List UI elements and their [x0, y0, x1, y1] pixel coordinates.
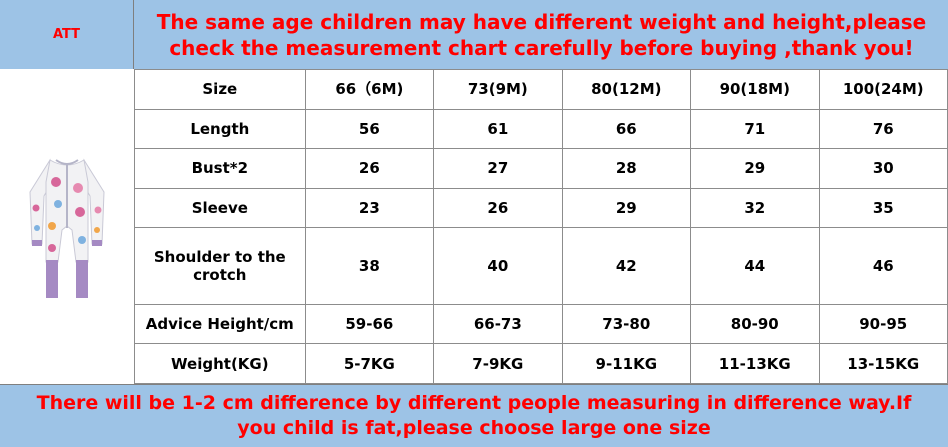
column-header: 66（6M)	[304, 69, 435, 110]
footer-notice: There will be 1-2 cm difference by diffe…	[0, 384, 948, 447]
table-cell: 80-90	[690, 303, 820, 345]
row-label: Bust*2	[134, 148, 306, 189]
table-cell: 66	[561, 108, 692, 149]
header-notice: The same age children may have different…	[156, 9, 927, 60]
table-cell: 32	[690, 187, 820, 228]
column-header: 73(9M)	[433, 69, 563, 110]
table-cell: 42	[561, 227, 692, 305]
table-cell: 46	[818, 227, 948, 305]
table-cell: 28	[561, 148, 692, 189]
table-row: Weight(KG) 5-7KG 7-9KG 9-11KG 11-13KG 13…	[134, 343, 948, 384]
table-cell: 26	[433, 187, 563, 228]
table-cell: 9-11KG	[561, 343, 692, 384]
table-cell: 66-73	[433, 303, 563, 345]
table-cell: 73-80	[561, 303, 692, 345]
table-cell: 27	[433, 148, 563, 189]
table-cell: 56	[304, 108, 435, 149]
table-header-row: Size 66（6M) 73(9M) 80(12M) 90(18M) 100(2…	[134, 69, 948, 110]
column-header: Size	[134, 69, 306, 110]
size-chart-table: Size 66（6M) 73(9M) 80(12M) 90(18M) 100(2…	[134, 69, 948, 384]
table-cell: 13-15KG	[818, 343, 948, 384]
table-row: Shoulder to the crotch 38 40 42 44 46	[134, 227, 948, 305]
table-cell: 44	[690, 227, 820, 305]
header-banner: ATT The same age children may have diffe…	[0, 0, 948, 70]
table-cell: 29	[561, 187, 692, 228]
row-label: Weight(KG)	[134, 343, 306, 384]
table-cell: 38	[304, 227, 435, 305]
table-row: Advice Height/cm 59-66 66-73 73-80 80-90…	[134, 303, 948, 345]
table-row: Sleeve 23 26 29 32 35	[134, 187, 948, 228]
table-cell: 26	[304, 148, 435, 189]
table-cell: 76	[818, 108, 948, 149]
table-cell: 7-9KG	[433, 343, 563, 384]
table-cell: 5-7KG	[304, 343, 435, 384]
column-header: 90(18M)	[690, 69, 820, 110]
table-cell: 71	[690, 108, 820, 149]
row-label: Sleeve	[134, 187, 306, 228]
column-header: 80(12M)	[561, 69, 692, 110]
table-cell: 11-13KG	[690, 343, 820, 384]
table-cell: 30	[818, 148, 948, 189]
product-image	[0, 69, 134, 384]
table-cell: 23	[304, 187, 435, 228]
row-label: Shoulder to the crotch	[134, 227, 306, 305]
row-label: Advice Height/cm	[134, 303, 306, 345]
table-row: Bust*2 26 27 28 29 30	[134, 148, 948, 189]
table-cell: 59-66	[304, 303, 435, 345]
table-cell: 40	[433, 227, 563, 305]
table-cell: 61	[433, 108, 563, 149]
column-header: 100(24M)	[818, 69, 948, 110]
table-cell: 90-95	[818, 303, 948, 345]
brand-label: ATT	[0, 0, 134, 69]
table-row: Length 56 61 66 71 76	[134, 108, 948, 149]
table-cell: 35	[818, 187, 948, 228]
baby-romper-icon	[29, 157, 105, 298]
table-cell: 29	[690, 148, 820, 189]
row-label: Length	[134, 108, 306, 149]
